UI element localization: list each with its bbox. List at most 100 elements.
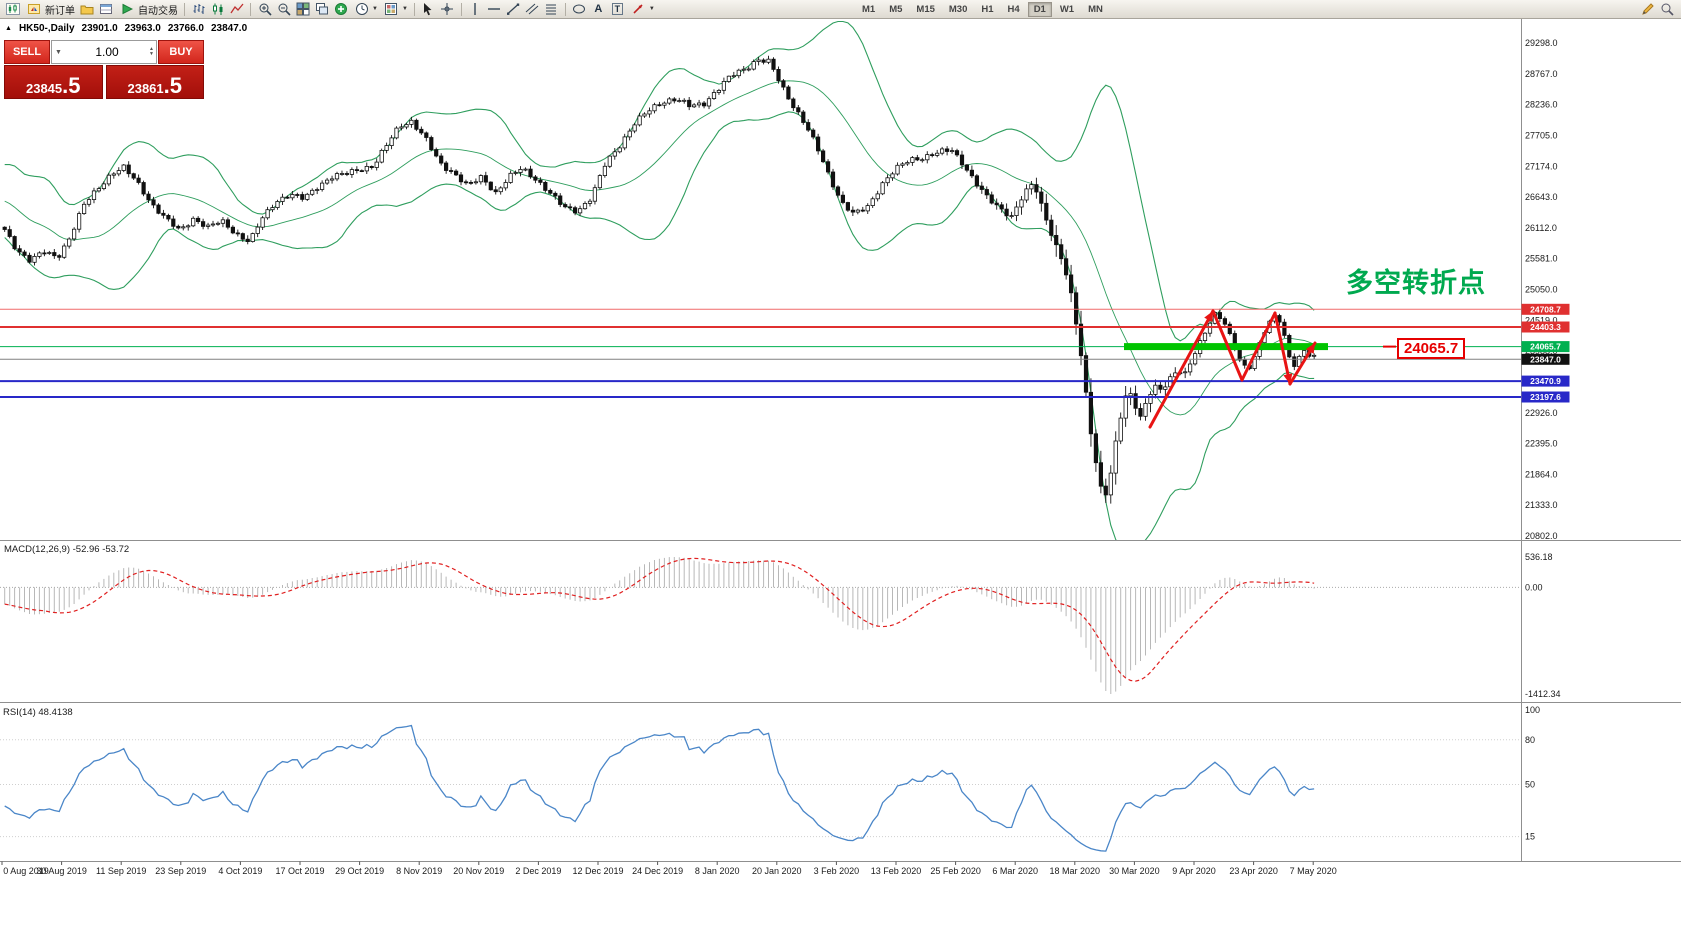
new-order-button[interactable]: 新订单: [22, 1, 77, 17]
candle-body: [111, 173, 116, 176]
volume-dropdown-icon[interactable]: ▼: [55, 48, 62, 56]
vertical-line-button[interactable]: [467, 1, 484, 17]
price-axis-label: 25581.0: [1525, 254, 1558, 264]
candle-body: [642, 113, 647, 117]
candle-body: [974, 175, 980, 187]
zoom-in-button[interactable]: [256, 1, 273, 17]
main-toolbar: 新订单 自动交易 ▼ ▼ A T ▼: [0, 0, 1681, 19]
candle-body: [1083, 355, 1089, 393]
time-axis-label: 30 Aug 2019: [36, 866, 87, 876]
timeframe-button-M15[interactable]: M15: [916, 4, 935, 15]
candle-body: [830, 171, 836, 188]
data-window-button[interactable]: [97, 1, 114, 17]
new-chart-button[interactable]: [4, 1, 21, 17]
candle-body: [106, 174, 111, 185]
candle-body: [339, 173, 345, 175]
spin-up-icon[interactable]: ▲: [149, 46, 154, 52]
candle-body: [275, 201, 280, 208]
candle-body: [1049, 219, 1054, 236]
volume-field[interactable]: ▼ 1.00 ▲ ▼: [51, 40, 157, 64]
timeframe-button-D1[interactable]: D1: [1027, 2, 1052, 17]
timeframe-button-H4[interactable]: H4: [1007, 4, 1020, 15]
pencil-icon[interactable]: [1639, 1, 1656, 17]
candle-body: [151, 199, 156, 206]
cursor-button[interactable]: [420, 1, 437, 17]
candle-body: [761, 59, 766, 63]
fibonacci-button[interactable]: [543, 1, 560, 17]
candle-body: [1183, 371, 1188, 374]
timeframe-button-M5[interactable]: M5: [889, 4, 903, 15]
candle-body: [721, 81, 727, 91]
chart-profiles-button[interactable]: [78, 1, 95, 17]
candle-body: [920, 159, 925, 162]
candle-body: [850, 209, 856, 213]
time-axis-label: 24 Dec 2019: [632, 866, 683, 876]
axis-price-tag: [1521, 353, 1570, 365]
candle-body: [855, 209, 860, 213]
rsi-label: RSI(14) 48.4138: [3, 707, 73, 718]
candle-body: [821, 150, 826, 163]
timeframe-button-MN[interactable]: MN: [1088, 4, 1103, 15]
zoom-out-button[interactable]: [275, 1, 292, 17]
horizontal-line-button[interactable]: [486, 1, 503, 17]
line-chart-button[interactable]: [228, 1, 245, 17]
candle-body: [1282, 321, 1287, 336]
bollinger-middle-band: [4, 80, 1315, 416]
sell-button[interactable]: SELL: [4, 40, 50, 64]
volume-spinner[interactable]: ▲ ▼: [149, 47, 156, 57]
timeframe-button-W1[interactable]: W1: [1059, 4, 1075, 15]
candle-body: [1118, 417, 1123, 442]
price-axis-label: 26112.0: [1525, 223, 1557, 233]
trendline-button[interactable]: [505, 1, 522, 17]
candle-body: [726, 75, 732, 82]
main-chart-panel[interactable]: [2, 20, 1317, 550]
zigzag-segment: [1273, 311, 1292, 386]
green-pivot-zone: [1124, 343, 1328, 351]
label-tool-button[interactable]: T: [609, 1, 626, 17]
candle-body: [786, 86, 791, 100]
cascade-windows-button[interactable]: [313, 1, 330, 17]
magnifier-icon[interactable]: [1658, 1, 1675, 17]
time-axis-label: 8 Nov 2019: [396, 866, 442, 876]
candle-body: [473, 181, 479, 184]
candle-body: [1039, 191, 1044, 204]
candle-body: [1242, 359, 1247, 366]
periods-button[interactable]: ▼: [350, 1, 380, 17]
price-axis-label: 22926.0: [1525, 408, 1558, 418]
crosshair-button[interactable]: [439, 1, 456, 17]
timeframe-button-M30[interactable]: M30: [948, 4, 968, 15]
candle-body: [816, 136, 821, 152]
spin-down-icon[interactable]: ▼: [149, 51, 154, 57]
candles-chart-button[interactable]: [209, 1, 226, 17]
timeframe-button-H1[interactable]: H1: [981, 4, 994, 15]
price-axis-label: 21864.0: [1525, 469, 1558, 479]
autotrading-button[interactable]: 自动交易: [115, 1, 180, 17]
periods-clock-icon: [353, 1, 370, 17]
candle-body: [359, 170, 364, 173]
arrows-tool-button[interactable]: ▼: [627, 1, 657, 17]
text-tool-button[interactable]: A: [590, 1, 607, 17]
buy-button[interactable]: BUY: [158, 40, 204, 64]
tile-windows-button[interactable]: [294, 1, 311, 17]
collapse-icon[interactable]: ▲: [5, 25, 12, 32]
sell-price-button[interactable]: 23845.5: [4, 65, 103, 99]
candle-body: [612, 151, 617, 157]
shapes-button[interactable]: [571, 1, 588, 17]
timeframe-button-M1[interactable]: M1: [862, 4, 876, 15]
candle-body: [186, 225, 191, 228]
candle-body: [424, 132, 429, 138]
buy-price-button[interactable]: 23861.5: [105, 65, 204, 99]
bars-chart-button[interactable]: [190, 1, 207, 17]
candle-body: [270, 207, 275, 211]
axis-price-tag: [1521, 303, 1570, 315]
candle-body: [1024, 188, 1029, 201]
time-axis-label: 17 Oct 2019: [275, 866, 324, 876]
volume-value[interactable]: 1.00: [95, 45, 119, 59]
toolbar-separator: [564, 2, 566, 16]
candle-body: [578, 208, 583, 214]
candle-body: [305, 193, 310, 200]
channel-button[interactable]: [524, 1, 541, 17]
indicators-button[interactable]: [332, 1, 349, 17]
templates-button[interactable]: ▼: [380, 1, 410, 17]
